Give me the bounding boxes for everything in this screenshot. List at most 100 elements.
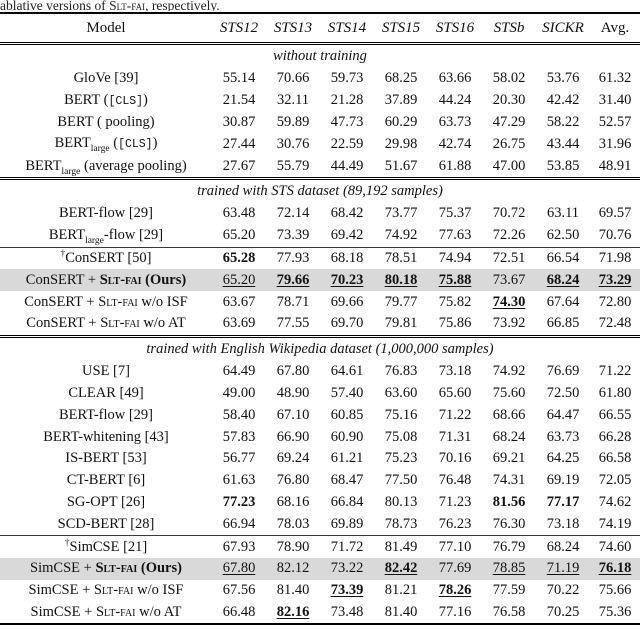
table-row: BERT ( pooling) 30.87 59.89 47.73 60.29 63.73…	[0, 112, 640, 134]
score-value: 79.81	[384, 315, 418, 332]
model-name: SimCSE [21]	[69, 538, 148, 555]
score-cell: 65.60	[428, 383, 482, 404]
score-cell: 73.18	[428, 361, 482, 382]
score-cell: 75.66	[590, 580, 640, 601]
score-cell: 78.71	[266, 292, 320, 313]
score-value: 68.25	[384, 70, 418, 87]
score-cell: 78.85	[482, 558, 536, 579]
score-value: 80.13	[384, 493, 418, 510]
score-cell: 61.21	[320, 448, 374, 469]
score-value: 66.84	[330, 493, 364, 510]
score-cell: 67.64	[536, 292, 590, 313]
score-cell: 78.73	[374, 514, 428, 535]
score-cell: 71.72	[320, 537, 374, 558]
score-value: 74.19	[598, 515, 632, 532]
score-cell: 68.47	[320, 470, 374, 491]
score-value: 82.12	[276, 560, 310, 577]
score-cell: 51.67	[374, 156, 428, 177]
column-header-sts12: STS12	[219, 19, 259, 36]
score-cell: 68.16	[266, 492, 320, 513]
score-cell: 55.14	[212, 68, 266, 89]
score-cell: 58.40	[212, 405, 266, 426]
score-value: 82.42	[384, 560, 418, 577]
score-value: 71.31	[438, 428, 472, 445]
score-cell: 70.25	[536, 602, 590, 623]
score-value: 37.89	[384, 92, 418, 109]
score-value: 72.05	[598, 472, 632, 489]
score-cell: 80.18	[374, 270, 428, 291]
score-value: 64.61	[330, 363, 364, 380]
score-value: 69.21	[492, 450, 526, 467]
score-value: 63.11	[546, 205, 580, 222]
score-cell: 65.28	[212, 248, 266, 269]
score-value: 71.22	[438, 406, 472, 423]
score-cell: 75.37	[428, 203, 482, 224]
score-cell: 70.22	[536, 580, 590, 601]
score-value: 61.88	[438, 157, 472, 174]
score-cell: 63.11	[536, 203, 590, 224]
score-value: 74.92	[384, 227, 418, 244]
model-name: (Ours)	[141, 271, 187, 288]
score-value: 26.75	[492, 135, 526, 152]
table-bottom-rule	[0, 623, 640, 626]
score-value: 77.23	[222, 493, 256, 510]
score-cell: 76.79	[482, 537, 536, 558]
score-value: 73.22	[330, 560, 364, 577]
score-value: 66.58	[598, 450, 632, 467]
score-cell: 27.67	[212, 156, 266, 177]
score-value: 73.67	[492, 271, 526, 288]
score-cell: 60.85	[320, 405, 374, 426]
table-row: GloVe [39] 55.14 70.66 59.73 68.25 63.66 58.02…	[0, 68, 640, 90]
table-row: SCD-BERT [28] 66.94 78.03 69.89 78.73 76.23 76…	[0, 513, 640, 535]
score-value: 70.23	[330, 271, 364, 288]
model-name: SimCSE +	[28, 582, 94, 599]
score-value: 70.22	[546, 582, 580, 599]
score-cell: 69.21	[482, 448, 536, 469]
model-name: -flow [29]	[103, 227, 164, 244]
score-cell: 68.42	[320, 203, 374, 224]
caption-text: , respectively.	[145, 0, 220, 11]
score-cell: 77.63	[428, 225, 482, 246]
score-cell: 22.59	[320, 134, 374, 155]
score-cell: 47.73	[320, 112, 374, 133]
score-cell: 64.61	[320, 361, 374, 382]
table-row: ConSERT + Slt-fai w/o ISF 63.67 78.71 69.66…	[0, 291, 640, 313]
column-header-avg: Avg.	[600, 19, 630, 36]
section-separator-rule	[0, 334, 640, 338]
score-cell: 63.73	[536, 427, 590, 448]
score-value: 55.14	[222, 70, 256, 87]
table-caption: ablative versions of Slt-fai, respective…	[0, 0, 640, 11]
score-cell: 75.23	[374, 448, 428, 469]
score-value: 77.16	[438, 603, 472, 620]
score-value: 60.85	[330, 406, 364, 423]
score-value: 27.44	[222, 135, 256, 152]
model-name: large	[85, 236, 104, 247]
score-cell: 61.63	[212, 470, 266, 491]
score-cell: 66.84	[320, 492, 374, 513]
score-value: 53.85	[546, 157, 580, 174]
model-name: Slt-fai	[99, 271, 142, 288]
score-cell: 77.69	[428, 558, 482, 579]
model-cell: SimCSE + Slt-fai (Ours)	[0, 558, 212, 579]
score-cell: 73.29	[590, 270, 640, 291]
score-value: 76.69	[546, 363, 580, 380]
score-cell: 76.80	[266, 470, 320, 491]
score-cell: 77.10	[428, 537, 482, 558]
score-cell: 76.18	[590, 558, 640, 579]
score-cell: 78.03	[266, 514, 320, 535]
table-row: BERTlarge ([CLS]) 27.44 30.76 22.59 29.98 42.…	[0, 133, 640, 155]
score-value: 71.22	[598, 363, 632, 380]
score-cell: 73.67	[482, 270, 536, 291]
score-value: 31.40	[598, 92, 632, 109]
score-value: 57.83	[222, 428, 256, 445]
score-cell: 75.60	[482, 383, 536, 404]
score-cell: 73.22	[320, 558, 374, 579]
score-cell: 67.10	[266, 405, 320, 426]
table-row: BERT-flow [29] 58.40 67.10 60.85 75.16 71.22 6…	[0, 404, 640, 426]
score-cell: 71.22	[590, 361, 640, 382]
score-cell: 21.54	[212, 90, 266, 111]
score-value: 68.16	[276, 493, 310, 510]
score-value: 66.28	[598, 428, 632, 445]
score-cell: 63.67	[212, 292, 266, 313]
table-row: CT-BERT [6] 61.63 76.80 68.47 77.50 76.48 74.3…	[0, 470, 640, 492]
